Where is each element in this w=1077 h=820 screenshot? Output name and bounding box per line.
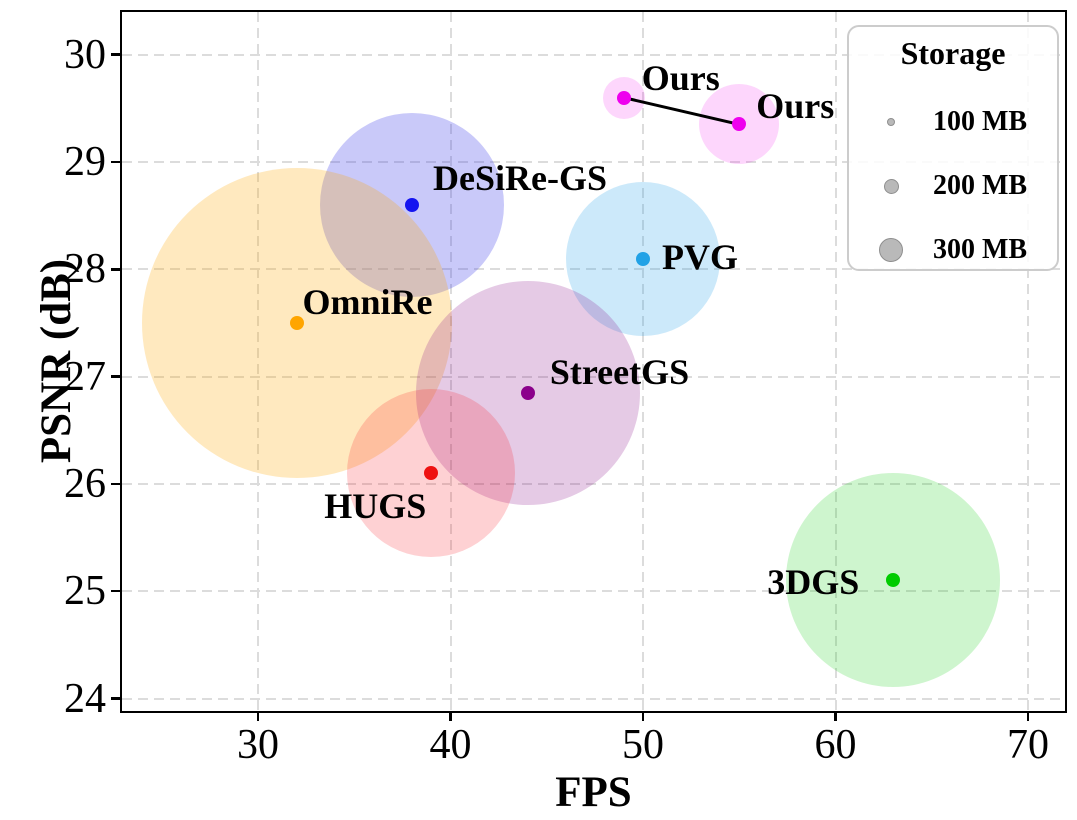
data-point-ours bbox=[616, 90, 631, 105]
x-tick-mark bbox=[256, 711, 260, 721]
y-tick-mark bbox=[111, 589, 121, 593]
x-gridline bbox=[642, 12, 644, 711]
x-gridline bbox=[834, 12, 837, 711]
x-tick-mark bbox=[834, 711, 837, 721]
data-point-hugs bbox=[424, 466, 439, 481]
y-tick-label: 29 bbox=[64, 139, 106, 185]
legend: Storage 100 MB 200 MB 300 MB bbox=[847, 25, 1059, 271]
point-label-omnire: OmniRe bbox=[302, 281, 433, 322]
x-axis-title: FPS bbox=[555, 769, 632, 816]
data-point-3dgs bbox=[886, 573, 901, 588]
y-tick-label: 26 bbox=[64, 460, 106, 507]
y-tick-mark bbox=[111, 482, 121, 486]
x-tick-label: 50 bbox=[622, 722, 664, 768]
point-label-streetgs: StreetGS bbox=[549, 351, 690, 392]
plot-area bbox=[120, 10, 1067, 713]
legend-swatch-300-mb bbox=[879, 238, 903, 262]
x-tick-mark bbox=[641, 711, 645, 721]
legend-title: Storage bbox=[900, 35, 1006, 71]
data-point-pvg bbox=[636, 251, 650, 266]
legend-swatch-100-mb bbox=[887, 118, 895, 126]
legend-label-100-mb: 100 MB bbox=[933, 106, 1028, 137]
x-gridline bbox=[257, 12, 259, 711]
legend-swatch-200-mb bbox=[883, 178, 899, 194]
y-tick-mark bbox=[111, 53, 121, 56]
x-gridline bbox=[1027, 12, 1029, 711]
legend-label-200-mb: 200 MB bbox=[933, 170, 1028, 201]
point-label-hugs: HUGS bbox=[324, 486, 427, 527]
x-tick-label: 40 bbox=[429, 722, 472, 768]
point-label-desire-gs: DeSiRe-GS bbox=[433, 157, 607, 198]
y-gridline bbox=[122, 53, 1065, 56]
x-tick-label: 60 bbox=[814, 722, 857, 768]
data-point-streetgs bbox=[520, 385, 535, 400]
y-gridline bbox=[122, 375, 1065, 378]
y-gridline bbox=[122, 161, 1065, 163]
y-tick-mark bbox=[111, 375, 121, 378]
point-label-ours: Ours bbox=[641, 57, 720, 98]
point-label-pvg: PVG bbox=[662, 236, 738, 277]
point-label-ours: Ours bbox=[756, 86, 835, 127]
y-gridline bbox=[122, 590, 1065, 593]
data-point-desire-gs bbox=[405, 197, 419, 212]
legend-label-300-mb: 300 MB bbox=[933, 234, 1028, 265]
x-tick-label: 30 bbox=[237, 722, 279, 768]
y-tick-mark bbox=[111, 697, 121, 700]
data-point-ours bbox=[732, 117, 747, 132]
x-tick-label: 70 bbox=[1007, 722, 1049, 768]
y-tick-label: 24 bbox=[64, 675, 106, 722]
y-tick-mark bbox=[111, 160, 121, 164]
x-tick-mark bbox=[449, 711, 452, 721]
y-tick-label: 28 bbox=[64, 246, 106, 293]
y-gridline bbox=[122, 268, 1065, 271]
y-tick-label: 27 bbox=[64, 353, 106, 400]
x-gridline bbox=[449, 12, 452, 711]
y-tick-mark bbox=[111, 268, 121, 271]
y-gridline bbox=[122, 697, 1065, 700]
x-tick-mark bbox=[1026, 711, 1030, 721]
y-gridline bbox=[122, 482, 1065, 485]
y-axis-title: PSNR (dB) bbox=[33, 258, 80, 464]
point-label-3dgs: 3DGS bbox=[767, 562, 860, 603]
data-point-omnire bbox=[289, 315, 304, 330]
y-tick-label: 30 bbox=[64, 31, 106, 78]
y-tick-label: 25 bbox=[64, 568, 106, 615]
